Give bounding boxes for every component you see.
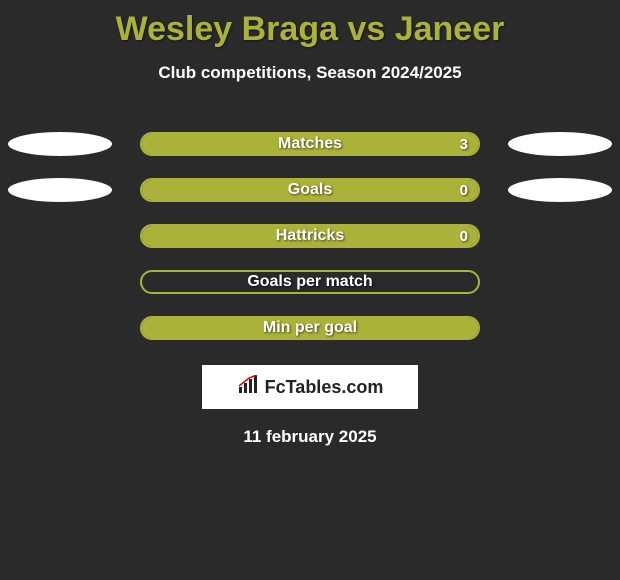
stat-label: Matches (278, 135, 342, 153)
stat-row: Hattricks 0 (0, 213, 620, 259)
comparison-subtitle: Club competitions, Season 2024/2025 (0, 63, 620, 83)
left-value-ellipse (8, 132, 112, 156)
stat-label: Goals per match (247, 273, 372, 291)
comparison-title: Wesley Braga vs Janeer (0, 0, 620, 49)
left-value-ellipse (8, 178, 112, 202)
stat-row: Matches 3 (0, 121, 620, 167)
stat-row: Min per goal (0, 305, 620, 351)
stat-right-value: 3 (460, 136, 468, 153)
stats-rows: Matches 3 Goals 0 Hattricks 0 Goals per match M… (0, 121, 620, 351)
source-logo-text: FcTables.com (265, 377, 384, 398)
stat-bar: Hattricks 0 (140, 224, 480, 248)
stat-row: Goals per match (0, 259, 620, 305)
stat-right-value: 0 (460, 182, 468, 199)
stat-bar: Matches 3 (140, 132, 480, 156)
stat-bar: Goals 0 (140, 178, 480, 202)
stat-bar: Min per goal (140, 316, 480, 340)
stat-right-value: 0 (460, 228, 468, 245)
source-logo: FcTables.com (202, 365, 418, 409)
barchart-icon (237, 375, 261, 400)
stat-row: Goals 0 (0, 167, 620, 213)
comparison-date: 11 february 2025 (0, 427, 620, 447)
right-value-ellipse (508, 178, 612, 202)
stat-bar: Goals per match (140, 270, 480, 294)
stat-label: Hattricks (276, 227, 344, 245)
stat-label: Min per goal (263, 319, 357, 337)
right-value-ellipse (508, 132, 612, 156)
stat-label: Goals (288, 181, 332, 199)
